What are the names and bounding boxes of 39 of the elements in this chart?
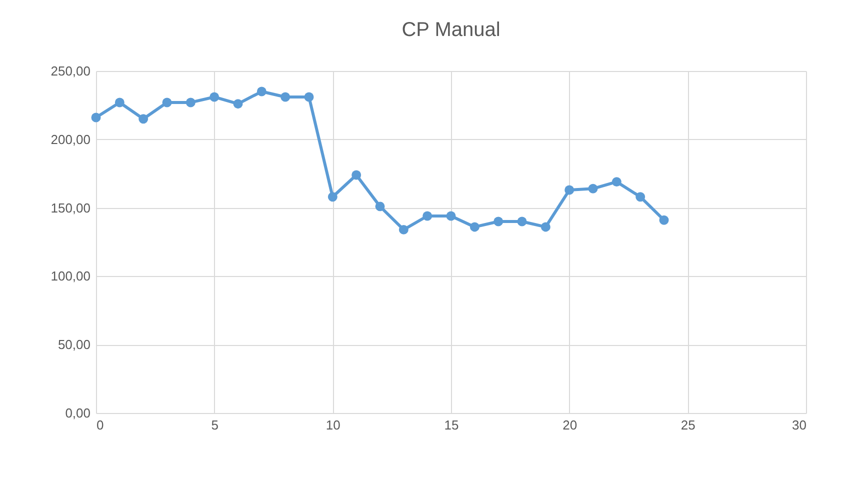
point [564, 185, 574, 195]
point [422, 211, 432, 221]
point [328, 192, 338, 202]
y-tick-label: 150,00 [50, 200, 90, 216]
x-tick-label: 20 [562, 418, 578, 432]
y-tick-label: 200,00 [50, 132, 90, 147]
point [470, 222, 480, 232]
point [612, 177, 622, 187]
point [162, 98, 172, 108]
point [233, 99, 243, 109]
point [446, 211, 456, 221]
point [304, 92, 314, 102]
point [256, 86, 266, 96]
point [494, 216, 504, 226]
point [91, 112, 101, 122]
point [398, 224, 408, 234]
point [138, 114, 148, 124]
point [114, 98, 124, 108]
point [352, 170, 362, 180]
point [659, 215, 669, 225]
x-tick-label: 15 [444, 418, 459, 432]
point [186, 98, 196, 108]
y-tick-label: 100,00 [50, 268, 90, 284]
chart-title: CP Manual [402, 19, 500, 41]
point [280, 92, 290, 102]
x-tick-label: 10 [326, 418, 340, 432]
point [636, 192, 646, 202]
point [588, 184, 598, 194]
x-tick-label: 25 [680, 418, 696, 432]
point [540, 222, 550, 232]
y-tick-label: 250,00 [50, 64, 90, 78]
x-tick-label: 0 [96, 418, 104, 432]
x-tick-label: 30 [792, 418, 806, 432]
point [210, 92, 220, 102]
point [517, 216, 527, 226]
point [375, 202, 385, 212]
x-tick-label: 5 [211, 418, 218, 432]
y-tick-label: 50,00 [58, 337, 90, 352]
y-tick-label: 0,00 [65, 406, 90, 420]
